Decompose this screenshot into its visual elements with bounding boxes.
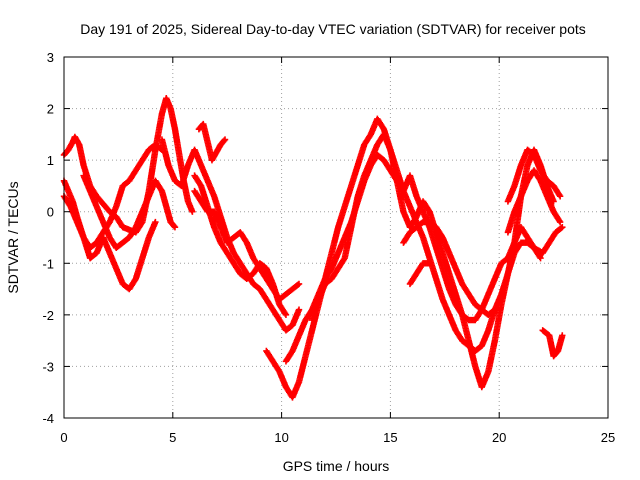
x-tick-labels: 0 5 10 15 20 25 <box>60 430 615 445</box>
x-tick-label: 20 <box>492 430 506 445</box>
data-point <box>282 311 290 319</box>
x-tick-label: 15 <box>383 430 397 445</box>
y-tick-label: 2 <box>47 102 54 117</box>
y-tick-label: 1 <box>47 153 54 168</box>
series-arc-d <box>60 141 166 252</box>
data-point <box>221 136 229 143</box>
data-points <box>60 95 566 401</box>
series-arc-b <box>80 172 179 252</box>
data-point <box>170 222 178 230</box>
x-axis-title: GPS time / hours <box>283 458 390 474</box>
series-arc-a <box>60 95 196 236</box>
y-tick-label: -1 <box>42 256 54 271</box>
x-tick-label: 10 <box>274 430 288 445</box>
y-tick-label: -3 <box>42 359 54 374</box>
y-tick-label: 3 <box>47 50 54 65</box>
x-tick-label: 25 <box>601 430 615 445</box>
data-point <box>171 223 179 231</box>
x-tick-label: 0 <box>60 430 67 445</box>
series-arc-m <box>406 260 433 288</box>
y-tick-label: -4 <box>42 411 54 426</box>
data-point <box>294 281 302 288</box>
series-arc-e <box>158 136 303 334</box>
series-arc-g <box>191 172 290 319</box>
x-tick-label: 5 <box>169 430 176 445</box>
y-tick-label: -2 <box>42 308 54 323</box>
data-point <box>295 306 303 313</box>
y-tick-labels: -4 -3 -2 -1 0 1 2 3 <box>42 50 54 426</box>
series-arc-p <box>539 327 566 360</box>
chart-title: Day 191 of 2025, Sidereal Day-to-day VTE… <box>80 21 586 37</box>
data-point <box>295 280 303 288</box>
data-point <box>189 208 196 215</box>
y-axis-title: SDTVAR / TECUs <box>5 181 21 293</box>
data-point <box>281 310 289 317</box>
series-arc-h <box>195 120 229 164</box>
data-point <box>220 137 228 144</box>
series-arc-o <box>504 146 564 205</box>
y-tick-label: 0 <box>47 205 54 220</box>
data-point <box>152 218 159 226</box>
